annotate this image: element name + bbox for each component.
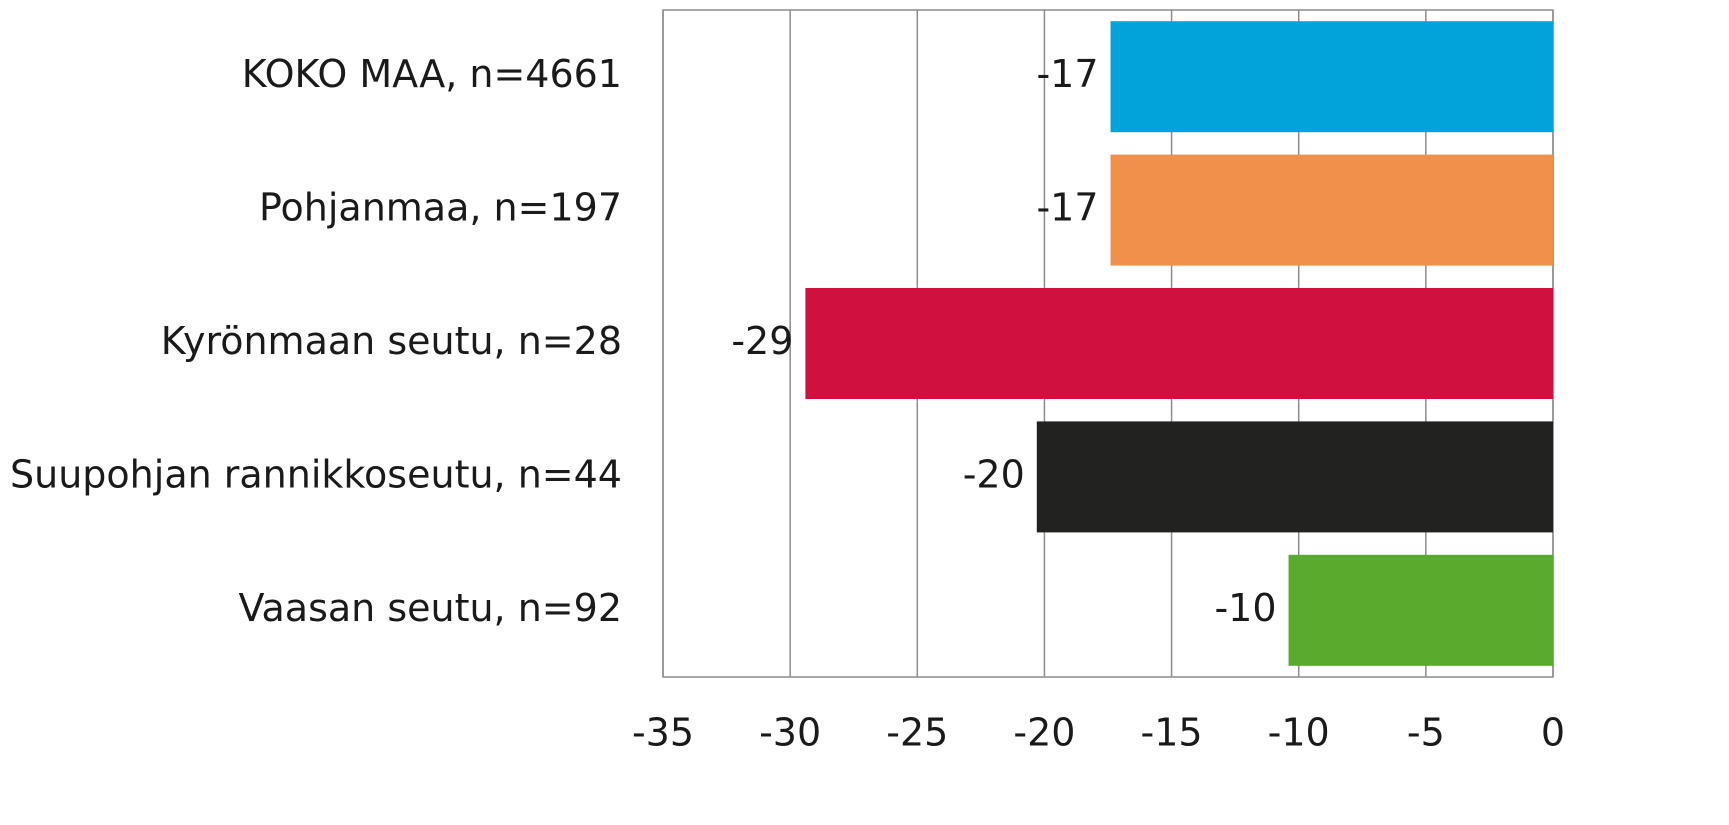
x-tick-label: -20 xyxy=(1013,711,1075,755)
bar xyxy=(805,288,1553,399)
x-tick-label: -30 xyxy=(759,711,821,755)
x-tick-label: -15 xyxy=(1141,711,1203,755)
bar xyxy=(1110,154,1553,266)
value-label: -20 xyxy=(963,452,1025,496)
value-label: -29 xyxy=(731,319,793,363)
bar xyxy=(1036,421,1553,533)
y-tick-label: KOKO MAA, n=4661 xyxy=(242,52,622,96)
x-tick-label: -5 xyxy=(1407,711,1445,755)
x-tick-label: -35 xyxy=(632,711,694,755)
bar xyxy=(1110,21,1553,133)
y-tick-label: Suupohjan rannikkoseutu, n=44 xyxy=(10,452,622,496)
y-tick-label: Kyrönmaan seutu, n=28 xyxy=(161,319,622,363)
bar xyxy=(1288,554,1553,666)
value-label: -17 xyxy=(1036,186,1098,230)
x-tick-label: -10 xyxy=(1268,711,1330,755)
value-label: -17 xyxy=(1036,52,1098,96)
value-label: -10 xyxy=(1214,586,1276,630)
y-tick-label: Pohjanmaa, n=197 xyxy=(259,186,622,230)
x-tick-label: 0 xyxy=(1541,711,1565,755)
x-tick-label: -25 xyxy=(886,711,948,755)
y-tick-label: Vaasan seutu, n=92 xyxy=(238,586,622,630)
